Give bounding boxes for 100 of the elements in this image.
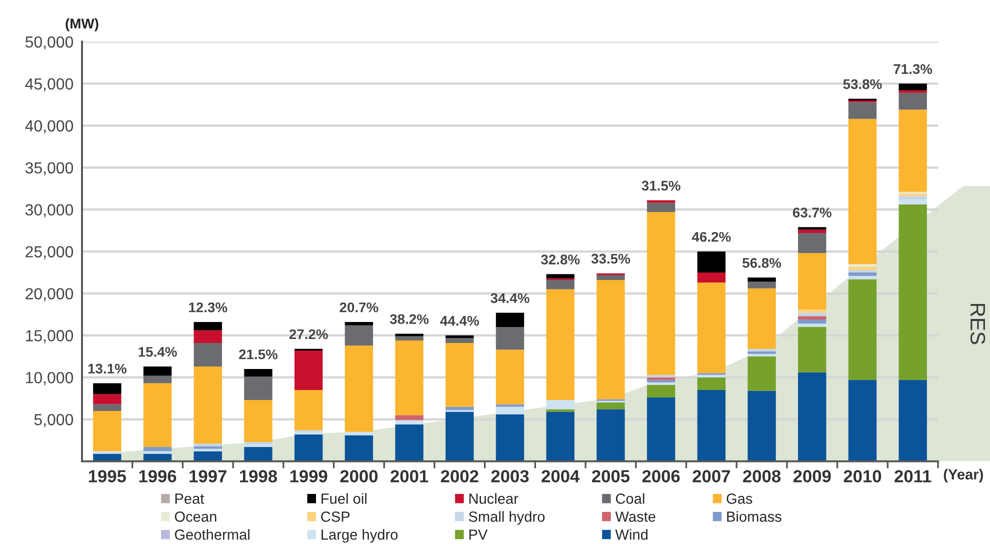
bar bbox=[898, 196, 927, 200]
bar bbox=[194, 446, 222, 449]
x-tick-label: 2001 bbox=[390, 470, 428, 482]
bar bbox=[848, 272, 877, 276]
bar bbox=[194, 330, 222, 343]
bar bbox=[596, 280, 625, 400]
y-tick-label: 20,000 bbox=[26, 288, 74, 302]
bar bbox=[194, 366, 222, 444]
bar bbox=[194, 448, 222, 452]
bar bbox=[546, 289, 574, 400]
bar bbox=[395, 340, 424, 416]
bar bbox=[446, 338, 474, 343]
bar bbox=[395, 336, 424, 340]
bar bbox=[244, 376, 272, 400]
bar bbox=[748, 278, 776, 282]
x-tick-label: 1999 bbox=[290, 470, 328, 482]
bar bbox=[848, 270, 877, 272]
x-tick-label: 2004 bbox=[542, 470, 580, 482]
annotation: 44.4% bbox=[440, 316, 479, 326]
legend-label: Waste bbox=[615, 512, 656, 522]
bar bbox=[596, 275, 625, 280]
bar bbox=[244, 442, 272, 445]
annotation: 53.8% bbox=[843, 79, 882, 90]
bar bbox=[646, 398, 676, 462]
x-tick-label: 1995 bbox=[88, 470, 126, 482]
bar bbox=[546, 274, 574, 278]
bar bbox=[143, 454, 172, 462]
y-tick-label: 25,000 bbox=[26, 246, 74, 260]
x-tick-label: 2005 bbox=[592, 470, 630, 482]
bar bbox=[697, 252, 726, 272]
bar bbox=[143, 383, 172, 448]
bar bbox=[546, 409, 574, 412]
bar bbox=[93, 410, 122, 452]
bar bbox=[697, 272, 726, 283]
bar bbox=[646, 384, 676, 398]
legend-label: Peat bbox=[175, 494, 204, 504]
bar bbox=[646, 377, 676, 380]
bar bbox=[798, 319, 826, 324]
legend-label: Small hydro bbox=[468, 511, 545, 525]
bar bbox=[848, 266, 877, 270]
annotation: 38.2% bbox=[390, 314, 429, 324]
y-tick-label: 10,000 bbox=[26, 372, 74, 386]
x-tick-label: 2006 bbox=[642, 470, 680, 482]
annotation: 31.5% bbox=[642, 180, 680, 191]
x-tick-label: 1996 bbox=[139, 470, 176, 482]
bar bbox=[294, 350, 323, 390]
annotation: 13.1% bbox=[88, 364, 126, 374]
legend-label: Nuclear bbox=[469, 493, 518, 504]
x-tick-label: 1998 bbox=[240, 470, 278, 482]
bar bbox=[395, 424, 424, 462]
bar bbox=[798, 227, 826, 230]
bar bbox=[798, 324, 826, 328]
bar bbox=[395, 420, 424, 424]
legend-label: Ocean bbox=[174, 512, 216, 522]
legend-label: CSP bbox=[321, 512, 350, 522]
bar bbox=[496, 404, 524, 407]
bar bbox=[244, 400, 272, 442]
bar bbox=[496, 414, 524, 462]
bar bbox=[596, 409, 625, 462]
bar bbox=[294, 432, 323, 434]
annotation: 21.5% bbox=[239, 349, 278, 360]
annotation: 34.4% bbox=[490, 293, 530, 304]
series-label: RES bbox=[970, 304, 986, 344]
y-tick-label: 35,000 bbox=[25, 162, 74, 176]
bar bbox=[748, 348, 776, 352]
bar bbox=[848, 264, 877, 267]
bar bbox=[194, 444, 222, 446]
bar bbox=[244, 447, 272, 462]
y-axis-title: (MW) bbox=[66, 18, 98, 32]
bar bbox=[344, 345, 374, 432]
bar bbox=[898, 194, 927, 196]
bar bbox=[344, 322, 374, 326]
bar bbox=[798, 233, 826, 254]
bar bbox=[798, 253, 826, 310]
bar bbox=[194, 322, 222, 330]
y-tick-label: 45,000 bbox=[25, 78, 74, 92]
bar bbox=[898, 110, 927, 192]
bar bbox=[646, 202, 676, 212]
bar bbox=[93, 394, 122, 404]
bar bbox=[395, 415, 424, 420]
bar bbox=[848, 102, 877, 119]
bar bbox=[446, 342, 474, 407]
bar bbox=[93, 451, 122, 454]
bar bbox=[898, 199, 927, 205]
y-tick-label: 40,000 bbox=[25, 120, 74, 134]
x-axis-title: (Year) bbox=[944, 468, 983, 482]
x-tick-label: 2002 bbox=[440, 470, 478, 482]
bar bbox=[546, 400, 574, 410]
bar bbox=[748, 390, 776, 462]
bar bbox=[898, 380, 927, 462]
annotation: 27.2% bbox=[289, 329, 328, 340]
x-tick-label: 2007 bbox=[692, 470, 730, 482]
bar bbox=[697, 282, 726, 374]
bar bbox=[496, 406, 524, 414]
annotation: 32.8% bbox=[540, 254, 580, 264]
x-tick-label: 2011 bbox=[894, 470, 932, 482]
bar bbox=[798, 372, 826, 462]
bar bbox=[646, 380, 676, 382]
bar bbox=[294, 390, 323, 430]
bar bbox=[596, 402, 625, 410]
